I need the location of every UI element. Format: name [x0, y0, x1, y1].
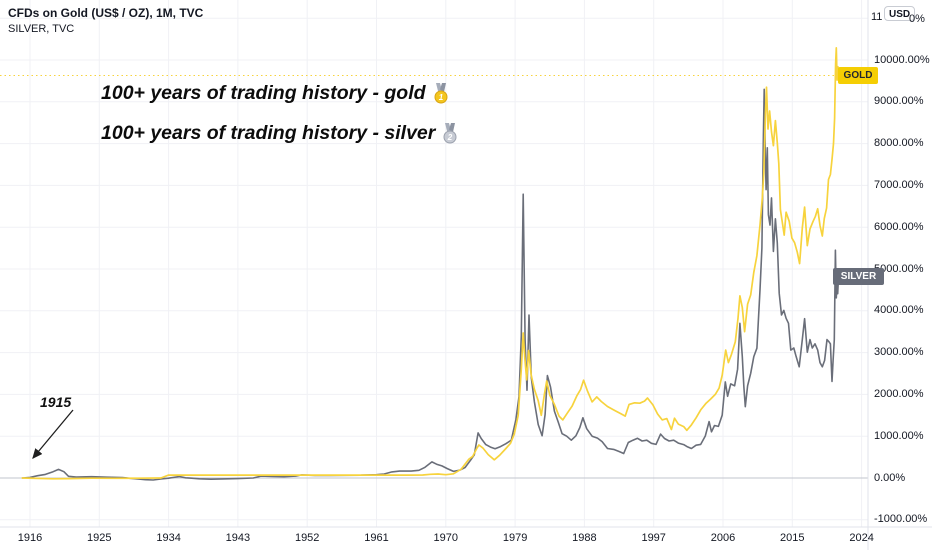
price-tick-label: 4000.00% [874, 304, 924, 317]
time-tick-label: 1997 [641, 532, 666, 544]
price-tick-label: 8000.00% [874, 137, 924, 150]
price-tick-label: 3000.00% [874, 346, 924, 359]
price-tick-label: 10000.00% [874, 53, 930, 66]
silver-series-price-label: SILVER [833, 268, 884, 286]
time-tick-label: 2015 [780, 532, 805, 544]
annotation-silver-note[interactable]: 100+ years of trading history - silver 2 [101, 122, 458, 145]
price-tick-label: 5000.00% [874, 262, 924, 275]
silver-series-line [21, 88, 840, 481]
price-tick-label: 2000.00% [874, 387, 924, 400]
time-tick-label: 1979 [502, 532, 528, 544]
time-tick-label: 2006 [710, 532, 736, 544]
price-tick-label: 1000.00% [874, 429, 924, 442]
gold-series-line [21, 47, 840, 480]
svg-text:2: 2 [447, 133, 453, 142]
time-tick-label: 1925 [87, 532, 112, 544]
time-tick-label: 1988 [572, 532, 597, 544]
price-tick-label: 0.00% [874, 471, 906, 484]
time-tick-label: 2024 [849, 532, 874, 544]
price-tick-label: 6000.00% [874, 220, 924, 233]
time-tick-label: 1970 [433, 532, 459, 544]
time-tick-label: 1961 [364, 532, 389, 544]
price-axis-top-label-left: 11 [871, 11, 883, 23]
price-tick-label: 7000.00% [874, 178, 924, 191]
time-tick-label: 1916 [17, 532, 43, 544]
svg-text:1: 1 [438, 93, 443, 102]
time-tick-label: 1934 [156, 532, 181, 544]
annotation-gold-text: 100+ years of trading history - gold [101, 82, 426, 104]
annotation-gold-note[interactable]: 100+ years of trading history - gold 1 [101, 82, 449, 105]
currency-usd-button[interactable]: USD [884, 6, 916, 21]
price-tick-label: -1000.00% [874, 513, 928, 526]
price-tick-label: 9000.00% [874, 95, 924, 108]
annotation-silver-text: 100+ years of trading history - silver [101, 122, 436, 144]
price-axis[interactable]: 10000.00% 9000.00% 8000.00% 7000.00% 6000.00… [868, 0, 932, 527]
time-tick-label: 1943 [225, 532, 251, 544]
gold-series-price-label: GOLD [838, 66, 878, 84]
time-axis[interactable]: 1916 1925 1934 1943 1952 1961 1970 1979 1988 1997… [0, 527, 932, 550]
compare-symbol-title[interactable]: SILVER, TVC [8, 23, 75, 35]
silver-medal-icon: 2 [443, 123, 457, 144]
time-tick-label: 1952 [294, 532, 320, 544]
price-axis-top-label-right: 0% [909, 13, 925, 25]
symbol-title[interactable]: CFDs on Gold (US$ / OZ), 1M, TVC [8, 6, 204, 20]
gold-medal-icon: 1 [434, 83, 448, 104]
annotation-start-year[interactable]: 1915 [40, 394, 72, 410]
